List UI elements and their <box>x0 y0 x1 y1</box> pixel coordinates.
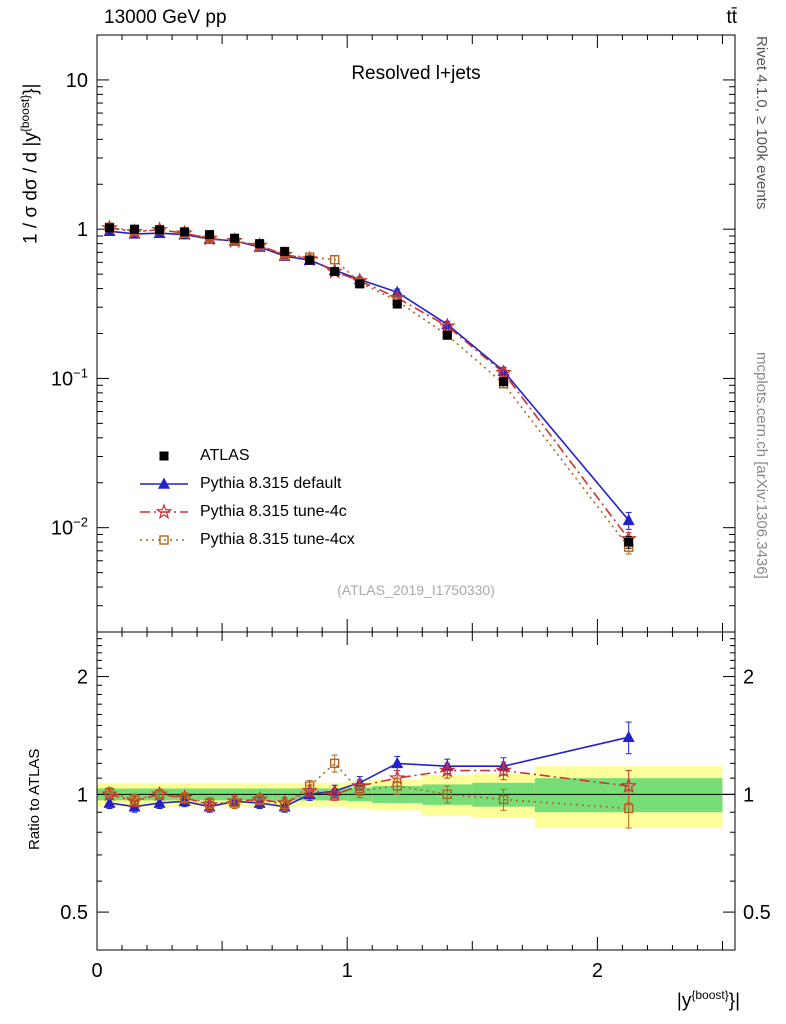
x-axis-title-sup: {boost} <box>691 988 729 1002</box>
open-square-marker <box>279 800 290 810</box>
svg-text:0: 0 <box>91 960 102 982</box>
analysis-watermark: (ATLAS_2019_I1750330) <box>337 582 495 598</box>
series-atlas <box>105 223 634 549</box>
data-point-marker <box>355 279 365 289</box>
legend-label: Pythia 8.315 tune-4cx <box>200 531 355 548</box>
open-square-marker <box>392 781 402 791</box>
data-point-marker <box>392 299 402 309</box>
x-axis-title: |y{boost}}| <box>677 988 740 1012</box>
svg-text:0.5: 0.5 <box>60 902 88 924</box>
svg-text:1: 1 <box>342 960 353 982</box>
legend-label: Pythia 8.315 default <box>200 475 342 492</box>
data-point-marker <box>230 233 240 243</box>
data-point-marker <box>180 227 190 237</box>
legend-marker-square-open <box>140 535 188 545</box>
open-square-marker <box>104 787 115 798</box>
x-axis-title-prefix: |y <box>676 990 692 1012</box>
open-square-marker <box>498 794 509 805</box>
y-axis-title-suffix: }| <box>20 83 42 95</box>
open-square-marker <box>154 789 165 800</box>
legend-marker-square-filled <box>159 451 169 461</box>
svg-text:2: 2 <box>77 667 88 689</box>
ratio-y-axis-title: Ratio to ATLAS <box>26 748 43 850</box>
axis-ticks <box>96 34 735 950</box>
ratio-frame <box>96 631 736 951</box>
open-square-marker <box>304 781 315 791</box>
legend-entry-atlas: ATLAS <box>138 442 355 470</box>
triangle-marker <box>622 730 635 742</box>
legend-label: ATLAS <box>200 447 250 464</box>
y-axis-title-prefix: 1 / σ dσ / d |y <box>20 132 42 244</box>
star-marker <box>495 761 512 778</box>
mcplots-credit-label: mcplots.cern.ch [arXiv:1306.3436] <box>753 352 770 579</box>
open-square-marker <box>159 535 169 545</box>
triangle-marker <box>103 796 116 808</box>
star-marker <box>226 232 243 248</box>
svg-text:2: 2 <box>743 667 754 689</box>
process-label: tt̄ <box>726 7 737 28</box>
data-point-marker <box>330 267 340 277</box>
svg-text:0.5: 0.5 <box>743 902 771 924</box>
open-square-marker <box>254 794 265 805</box>
y-axis-title: 1 / σ dσ / d |y{boost}}| <box>18 84 42 244</box>
open-square-marker <box>204 798 215 808</box>
svg-text:1: 1 <box>77 784 88 806</box>
open-square-marker <box>623 803 634 814</box>
data-point-marker <box>105 223 115 233</box>
axis-tick-labels: 10 1 10−1 10−2 0 1 2 0.5 0.5 1 1 2 2 <box>51 70 771 982</box>
open-square-marker <box>229 798 240 808</box>
open-square-marker <box>129 794 140 805</box>
legend-entry-pythia-8-315-tune-4cx: Pythia 8.315 tune-4cx <box>138 526 355 554</box>
data-point-marker <box>155 225 165 235</box>
star-marker <box>620 777 637 794</box>
data-point-marker <box>624 537 634 547</box>
triangle-marker <box>391 756 404 769</box>
data-point-marker <box>205 230 215 240</box>
open-square-marker <box>329 758 340 769</box>
data-point-marker <box>499 377 509 387</box>
plot-title: Resolved l+jets <box>351 63 481 84</box>
star-marker <box>438 317 456 334</box>
star-marker <box>251 236 268 253</box>
star-marker <box>301 782 318 799</box>
data-point-marker <box>280 246 290 256</box>
legend-entry-pythia-8-315-default: Pythia 8.315 default <box>138 470 355 498</box>
star-marker <box>438 761 456 778</box>
legend-marker-star-open <box>140 503 188 520</box>
svg-text:10−2: 10−2 <box>51 515 88 540</box>
data-point-marker <box>442 330 452 340</box>
legend-entry-pythia-8-315-tune-4c: Pythia 8.315 tune-4c <box>138 498 355 526</box>
legend: ATLAS Pythia 8.315 default Pythia 8.315 tu… <box>138 442 355 554</box>
svg-text:10−1: 10−1 <box>51 365 88 390</box>
open-square-marker <box>442 789 452 800</box>
beam-energy-label: 13000 GeV pp <box>104 7 227 28</box>
open-square-marker <box>179 793 190 803</box>
open-square-marker <box>355 786 365 796</box>
open-square-marker <box>329 254 340 265</box>
triangle-marker <box>622 513 635 526</box>
data-point-marker <box>255 239 265 249</box>
triangle-marker <box>158 477 170 489</box>
y-axis-title-sup: {boost} <box>18 94 32 133</box>
x-axis-title-suffix: }| <box>728 990 740 1012</box>
star-marker <box>326 785 344 802</box>
svg-text:1: 1 <box>77 219 88 241</box>
data-point-marker <box>159 451 169 461</box>
star-marker <box>155 503 173 520</box>
triangle-marker <box>153 796 166 808</box>
star-marker <box>495 364 512 380</box>
svg-text:2: 2 <box>592 960 603 982</box>
legend-marker-triangle-filled <box>140 477 188 489</box>
svg-text:10: 10 <box>66 70 88 92</box>
rivet-version-label: Rivet 4.1.0, ≥ 100k events <box>753 36 770 210</box>
data-point-marker <box>130 224 140 234</box>
ratio-series-pythia-8-315-tune-4cx <box>104 754 634 829</box>
legend-label: Pythia 8.315 tune-4c <box>200 503 347 520</box>
svg-text:1: 1 <box>743 784 754 806</box>
data-point-marker <box>305 255 315 265</box>
